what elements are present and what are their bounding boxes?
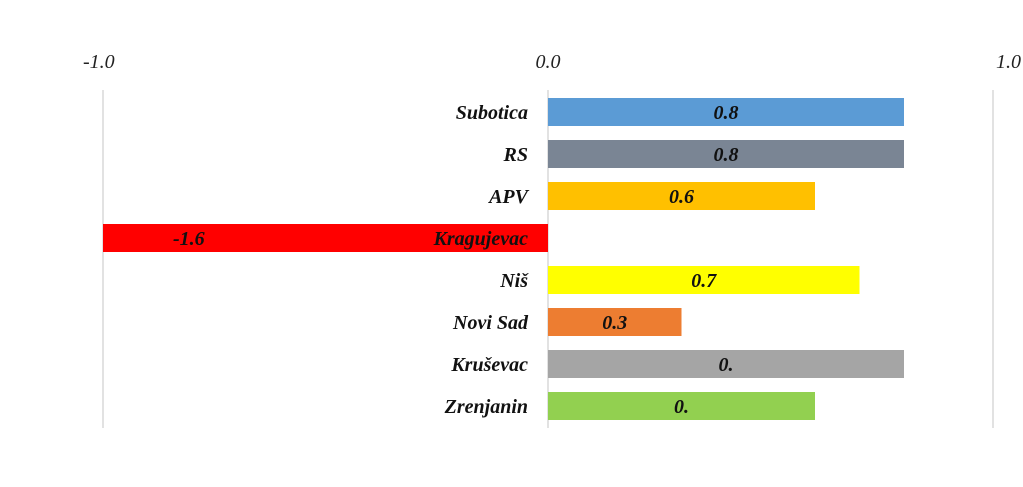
data-label: 0. [719, 354, 734, 376]
category-label: RS [503, 144, 528, 166]
x-tick-label: 1.0 [996, 51, 1021, 73]
data-label: 0. [674, 396, 689, 418]
bar [548, 308, 682, 336]
data-label: 0.7 [691, 270, 717, 292]
data-label: 0.6 [669, 186, 694, 208]
category-label: Subotica [456, 102, 528, 124]
category-label: Kragujevac [433, 228, 529, 250]
bar [103, 224, 548, 252]
x-tick-label: -1.0 [83, 51, 115, 73]
data-label: 0.8 [714, 144, 739, 166]
category-label: Zrenjanin [444, 396, 528, 418]
bar [548, 182, 815, 210]
data-label: -1.6 [173, 228, 205, 250]
bar [548, 140, 904, 168]
bar [548, 266, 860, 294]
category-label: Novi Sad [452, 312, 529, 334]
x-tick-label: 0.0 [536, 51, 561, 73]
bar [548, 392, 815, 420]
category-label: Kruševac [450, 354, 528, 376]
category-label: APV [487, 186, 530, 208]
data-label: 0.8 [714, 102, 739, 124]
bar [548, 98, 904, 126]
category-label: Niš [499, 270, 529, 292]
bar [548, 350, 904, 378]
data-label: 0.3 [602, 312, 627, 334]
